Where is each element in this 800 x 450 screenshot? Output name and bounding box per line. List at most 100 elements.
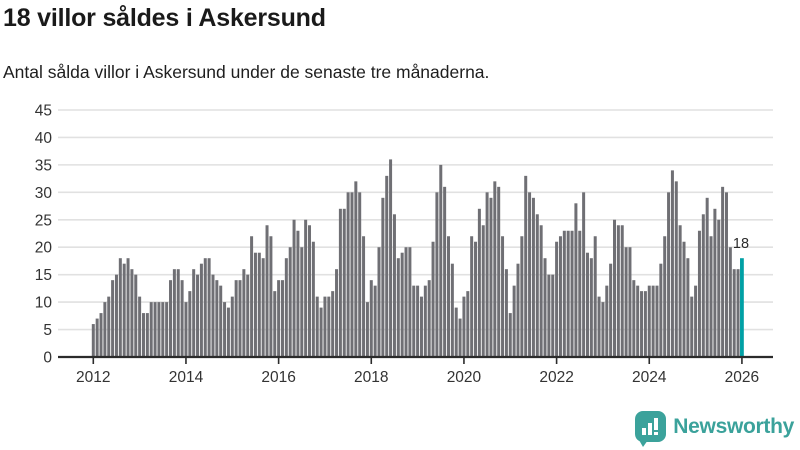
bar	[373, 285, 377, 357]
bar	[400, 252, 404, 357]
bar	[416, 285, 420, 357]
bar	[118, 258, 122, 357]
bar	[643, 291, 647, 357]
bar	[694, 285, 698, 357]
bar	[651, 285, 655, 357]
bar	[728, 247, 732, 357]
bar	[169, 280, 173, 357]
bar	[667, 192, 671, 357]
bar	[589, 258, 593, 357]
bar	[192, 269, 196, 357]
bar	[628, 247, 632, 357]
bar	[663, 236, 667, 357]
bar	[161, 302, 165, 357]
bar	[670, 170, 674, 357]
bar	[207, 258, 211, 357]
y-axis-label: 0	[43, 350, 52, 367]
bar	[103, 302, 107, 357]
bar	[377, 247, 381, 357]
bar	[145, 313, 149, 357]
bar	[574, 203, 578, 357]
bar	[250, 236, 254, 357]
bar	[624, 247, 628, 357]
bar	[705, 197, 709, 357]
bar	[199, 263, 203, 357]
bar	[485, 192, 489, 357]
bar	[331, 291, 335, 357]
bar	[462, 296, 466, 357]
bar	[234, 280, 238, 357]
bar-chart: 0 5 10 15 20 25 30 35 40 45 2012 2014 2016 2018 2020 20…	[35, 102, 773, 386]
bar	[439, 164, 443, 357]
bar	[111, 280, 115, 357]
bar	[242, 269, 246, 357]
bar	[504, 269, 508, 357]
x-axis-label: 2014	[169, 369, 204, 386]
bar	[300, 247, 304, 357]
bar	[277, 280, 281, 357]
bar	[636, 285, 640, 357]
y-axis-label: 20	[35, 240, 53, 257]
bar	[512, 285, 516, 357]
bar	[408, 247, 412, 357]
bar	[647, 285, 651, 357]
bar	[535, 214, 539, 357]
bar	[381, 197, 385, 357]
bar-chart-bubble-icon	[635, 411, 667, 447]
bar	[396, 258, 400, 357]
bar	[616, 225, 620, 357]
bar	[134, 274, 138, 357]
bar	[721, 186, 725, 357]
bar	[601, 302, 605, 357]
bar	[153, 302, 157, 357]
bar	[543, 258, 547, 357]
bar	[555, 241, 559, 357]
bar	[288, 247, 292, 357]
bar	[369, 280, 373, 357]
bar	[423, 285, 427, 357]
bar	[184, 302, 188, 357]
bar	[315, 296, 319, 357]
bar	[609, 263, 613, 357]
bar	[280, 280, 284, 357]
bar	[713, 208, 717, 357]
y-axis-label: 45	[35, 102, 52, 119]
bar	[362, 236, 366, 357]
bar	[524, 175, 528, 357]
bar	[308, 225, 312, 357]
bar	[736, 269, 740, 357]
bar	[674, 181, 678, 357]
bar	[176, 269, 180, 357]
bar	[196, 274, 200, 357]
bar	[528, 192, 532, 357]
bar	[709, 236, 713, 357]
newsworthy-logo: Newsworthy	[635, 411, 794, 447]
bar	[450, 263, 454, 357]
bar	[454, 307, 458, 357]
y-axis-label: 10	[35, 295, 53, 312]
bar	[319, 307, 323, 357]
x-axis-label: 2024	[632, 369, 667, 386]
bar	[350, 192, 354, 357]
bar	[269, 236, 273, 357]
bar	[566, 230, 570, 357]
bar	[304, 219, 308, 357]
bar	[284, 258, 288, 357]
bar	[273, 291, 277, 357]
bar	[613, 219, 617, 357]
bar	[338, 208, 342, 357]
bar	[226, 307, 230, 357]
bar	[335, 269, 339, 357]
x-axis-label: 2022	[539, 369, 573, 386]
bar	[520, 236, 524, 357]
bar	[385, 175, 389, 357]
bar	[427, 280, 431, 357]
bar	[593, 236, 597, 357]
bar	[497, 186, 501, 357]
bar	[481, 225, 485, 357]
bar	[238, 280, 242, 357]
bar	[99, 313, 103, 357]
bar	[165, 302, 169, 357]
value-annotation: 18	[733, 236, 749, 252]
bar	[180, 280, 184, 357]
